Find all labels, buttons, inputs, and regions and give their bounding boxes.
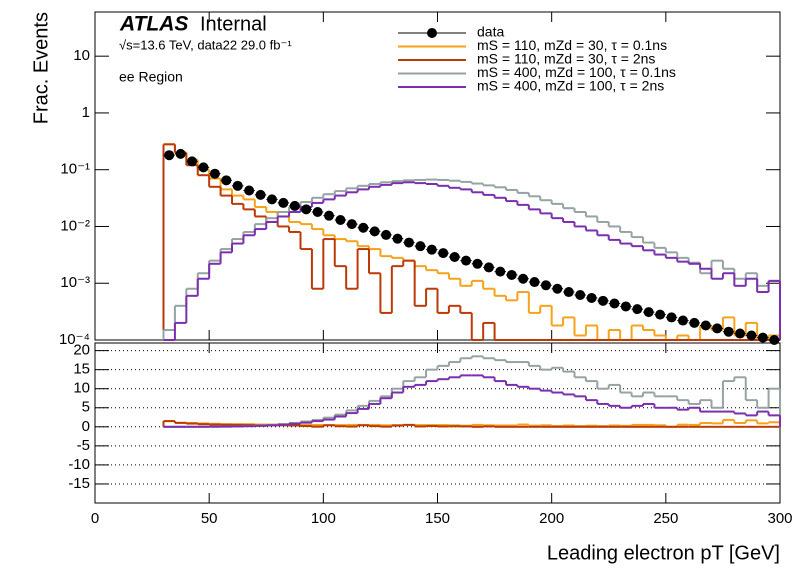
- data-point: [461, 255, 472, 266]
- y-tick-label: 5: [82, 399, 90, 416]
- data-point: [369, 226, 380, 237]
- data-point: [689, 317, 700, 328]
- x-tick-label: 300: [767, 510, 792, 527]
- atlas-status: Internal: [200, 13, 267, 35]
- y-tick-label: 10: [73, 47, 90, 64]
- data-point: [598, 295, 609, 306]
- data-point: [415, 241, 426, 252]
- data-point: [289, 200, 300, 211]
- data-point: [426, 244, 437, 255]
- data-point: [700, 320, 711, 331]
- data-point: [495, 266, 506, 277]
- data-point: [449, 251, 460, 262]
- data-point: [483, 262, 494, 273]
- data-point: [324, 210, 335, 221]
- legend-label: mS = 110, mZd = 30, τ = 2ns: [477, 51, 655, 67]
- y-tick-label: 10⁻¹: [60, 161, 90, 178]
- data-point: [221, 175, 232, 186]
- data-point: [198, 162, 209, 173]
- x-tick-label: 100: [311, 510, 336, 527]
- x-tick-label: 150: [425, 510, 450, 527]
- y-tick-label: 1: [82, 104, 90, 121]
- legend-marker: [427, 28, 437, 38]
- data-point: [620, 301, 631, 312]
- legend-label: data: [477, 24, 504, 40]
- step-connector: [185, 356, 781, 427]
- data-point: [518, 273, 529, 284]
- region-label: ee Region: [119, 69, 183, 85]
- atlas-label: ATLAS: [119, 13, 188, 36]
- data-point: [335, 215, 346, 226]
- x-tick-label: 200: [539, 510, 564, 527]
- data-point: [552, 283, 563, 294]
- legend-label: mS = 400, mZd = 100, τ = 0.1ns: [477, 64, 676, 80]
- data-point: [666, 312, 677, 323]
- data-point: [643, 307, 654, 318]
- data-point: [381, 229, 392, 240]
- data-point: [632, 304, 643, 315]
- data-point: [529, 277, 540, 288]
- data-point: [175, 148, 186, 159]
- data-point: [209, 168, 220, 179]
- data-point: [438, 248, 449, 259]
- subtitle: √s=13.6 TeV, data22 29.0 fb⁻¹: [119, 37, 292, 52]
- y-tick-label: 20: [73, 342, 90, 359]
- x-axis-label: Leading electron pT [GeV]: [547, 542, 780, 564]
- data-point: [540, 280, 551, 291]
- data-point: [346, 219, 357, 230]
- data-point: [278, 197, 289, 208]
- data-point: [769, 335, 780, 345]
- data-point: [244, 185, 255, 196]
- y-tick-label: -10: [68, 456, 90, 473]
- y-tick-label: 10⁻⁴: [59, 331, 90, 348]
- data-point: [255, 189, 266, 200]
- data-point: [506, 269, 517, 280]
- y-tick-label: 10: [73, 380, 90, 397]
- data-point: [266, 194, 277, 205]
- data-point: [586, 292, 597, 303]
- data-point: [757, 332, 768, 343]
- data-point: [187, 156, 198, 167]
- step-connector: [162, 144, 496, 340]
- y-tick-label: 15: [73, 361, 90, 378]
- legend-label: mS = 400, mZd = 100, τ = 2ns: [477, 78, 664, 94]
- x-tick-label: 0: [91, 510, 99, 527]
- legend-label: mS = 110, mZd = 30, τ = 0.1ns: [477, 37, 667, 53]
- data-point: [312, 206, 323, 217]
- data-point: [575, 290, 586, 301]
- data-point: [677, 315, 688, 326]
- y-tick-label: 10⁻²: [60, 217, 90, 234]
- y-tick-label: 10⁻³: [60, 274, 90, 291]
- data-point: [472, 258, 483, 269]
- x-tick-label: 250: [653, 510, 678, 527]
- data-point: [232, 180, 243, 191]
- step-connector: [162, 144, 781, 340]
- data-point: [301, 204, 312, 215]
- data-point: [563, 287, 574, 298]
- data-point: [392, 233, 403, 244]
- data-point: [164, 150, 175, 161]
- data-point: [358, 222, 369, 233]
- data-point: [712, 323, 723, 334]
- data-point: [723, 326, 734, 337]
- data-point: [609, 298, 620, 309]
- y-axis-label: Frac. Events: [30, 12, 52, 124]
- y-tick-label: -15: [68, 475, 90, 492]
- y-tick-label: -5: [77, 437, 90, 454]
- data-point: [403, 237, 414, 248]
- data-point: [746, 330, 757, 341]
- data-point: [655, 309, 666, 320]
- data-point: [735, 328, 746, 339]
- x-tick-label: 50: [201, 510, 218, 527]
- y-tick-label: 0: [82, 418, 90, 435]
